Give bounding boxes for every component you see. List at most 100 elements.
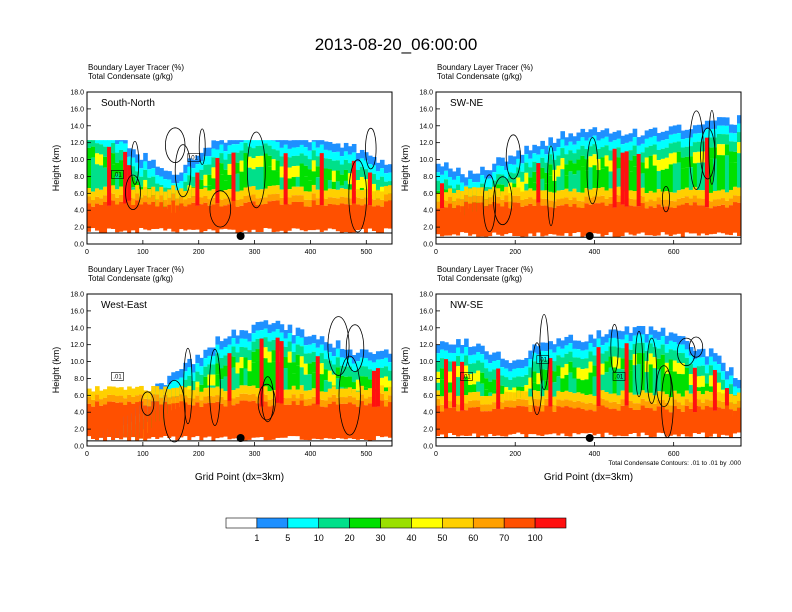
colorbar-swatch [349, 517, 381, 529]
colorbar-swatch [503, 517, 536, 529]
y-tick-label: 18.0 [70, 292, 84, 299]
y-axis-title: Height (km) [51, 347, 61, 394]
panel-label: NW-SE [450, 300, 483, 311]
location-marker [585, 232, 594, 240]
location-marker [236, 232, 245, 240]
panel-heading-line: Total Condensate (g/kg) [437, 274, 522, 283]
contour-label-box [111, 372, 124, 381]
colorbar-swatch [225, 517, 258, 529]
contour-label: .01 [190, 156, 199, 162]
panel-label: South-North [101, 98, 155, 109]
x-tick-label: 300 [249, 249, 261, 256]
colorbar-label: 1 [254, 533, 259, 543]
colorbar-label: 100 [528, 533, 543, 543]
y-tick-label: 8.0 [74, 376, 84, 383]
y-tick-label: 14.0 [70, 325, 84, 332]
x-tick-label: 400 [589, 249, 601, 256]
plot-frame [435, 91, 742, 245]
y-tick-label: 18.0 [419, 292, 433, 299]
y-tick-label: 12.0 [419, 342, 433, 349]
panel-label: West-East [101, 300, 147, 311]
location-marker [236, 434, 245, 442]
x-tick-label: 300 [249, 451, 261, 458]
y-tick-label: 6.0 [423, 393, 433, 400]
y-tick-label: 14.0 [419, 325, 433, 332]
y-tick-label: 0.0 [74, 242, 84, 249]
x-tick-label: 200 [509, 249, 521, 256]
x-tick-label: 0 [434, 451, 438, 458]
y-tick-label: 16.0 [70, 106, 84, 113]
colorbar-swatch [287, 517, 320, 529]
tracer-field [87, 294, 392, 446]
plot-frame [86, 293, 393, 447]
y-axis-title: Height (km) [400, 347, 410, 394]
y-tick-label: 2.0 [74, 225, 84, 232]
x-tick-label: 400 [305, 451, 317, 458]
y-tick-label: 18.0 [70, 90, 84, 97]
colorbar-label: 20 [345, 533, 355, 543]
panel-label: SW-NE [450, 98, 483, 109]
y-tick-label: 10.0 [419, 157, 433, 164]
x-axis-title: Grid Point (dx=3km) [195, 472, 284, 483]
y-tick-label: 10.0 [70, 157, 84, 164]
y-tick-label: 0.0 [74, 444, 84, 451]
x-tick-label: 200 [193, 249, 205, 256]
y-axis-title: Height (km) [400, 145, 410, 192]
x-tick-label: 500 [360, 249, 372, 256]
panel-heading-line: Boundary Layer Tracer (%) [437, 63, 533, 72]
colorbar-swatch [318, 517, 350, 529]
y-tick-label: 4.0 [423, 208, 433, 215]
location-marker [585, 434, 594, 442]
x-tick-label: 100 [137, 249, 149, 256]
y-tick-label: 10.0 [419, 359, 433, 366]
colorbar-label: 5 [285, 533, 290, 543]
contour-label-box [536, 355, 550, 364]
x-tick-label: 200 [509, 451, 521, 458]
colorbar-swatch [442, 517, 474, 529]
colorbar-label: 30 [376, 533, 386, 543]
y-tick-label: 12.0 [70, 140, 84, 147]
y-tick-label: 6.0 [74, 393, 84, 400]
contour-label-box [187, 153, 201, 162]
y-tick-label: 6.0 [423, 191, 433, 198]
y-tick-label: 4.0 [423, 410, 433, 417]
panel-heading-line: Boundary Layer Tracer (%) [88, 265, 184, 274]
y-tick-label: 18.0 [419, 90, 433, 97]
colorbar-label: 40 [406, 533, 416, 543]
x-axis-title: Grid Point (dx=3km) [544, 472, 633, 483]
contour-label-box [111, 170, 124, 179]
plot-frame [86, 91, 393, 245]
colorbar-swatch [472, 517, 505, 529]
panel-heading-line: Total Condensate (g/kg) [88, 274, 173, 283]
contour-footnote: Total Condensate Contours: .01 to .01 by… [608, 460, 741, 467]
panel-1: Boundary Layer Tracer (%)Total Condensat… [400, 63, 742, 256]
y-tick-label: 4.0 [74, 208, 84, 215]
panel-2: .01 Boundary Layer Tracer (%)Total Conden… [51, 265, 393, 483]
y-tick-label: 2.0 [423, 225, 433, 232]
y-tick-label: 2.0 [74, 427, 84, 434]
figure-title: 2013-08-20_06:00:00 [315, 35, 478, 54]
y-tick-label: 4.0 [74, 410, 84, 417]
y-tick-label: 14.0 [70, 123, 84, 130]
colorbar-label: 60 [468, 533, 478, 543]
contour-label: .01 [615, 374, 624, 380]
panel-heading-line: Total Condensate (g/kg) [88, 72, 173, 81]
y-tick-label: 12.0 [419, 140, 433, 147]
x-tick-label: 500 [360, 451, 372, 458]
contour-label: .01 [539, 358, 548, 364]
panel-heading-line: Total Condensate (g/kg) [437, 72, 522, 81]
plot-frame [435, 293, 742, 447]
x-tick-label: 200 [193, 451, 205, 458]
colorbar-swatch [380, 517, 412, 529]
panel-0: .01 .01 Boundary Layer Tracer (%)Total Con… [51, 63, 393, 256]
colorbar-swatch [534, 517, 567, 529]
tracer-field [436, 92, 741, 244]
y-tick-label: 8.0 [423, 174, 433, 181]
tracer-field [436, 294, 741, 446]
y-tick-label: 14.0 [419, 123, 433, 130]
colorbar: 1 5 10 20 30 40 50 60 70 100 [225, 517, 567, 543]
y-tick-label: 16.0 [70, 308, 84, 315]
contour-label: .01 [113, 374, 122, 380]
